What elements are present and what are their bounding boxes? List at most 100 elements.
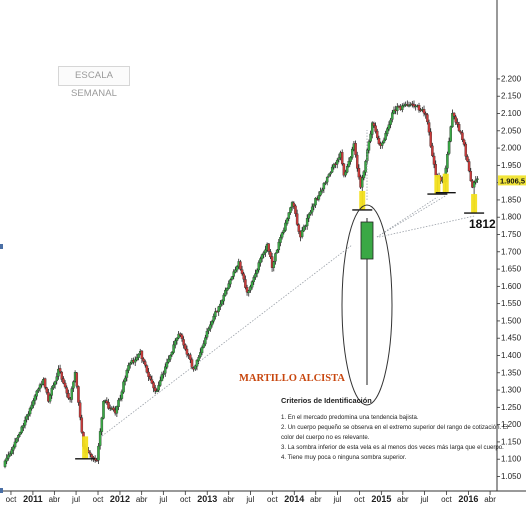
candle-body: [180, 334, 184, 339]
candle-body: [396, 106, 399, 111]
hammer-callout-ellipse: [341, 204, 393, 406]
x-tick-label: oct: [267, 495, 278, 504]
candle-body: [220, 300, 224, 305]
candle-body: [60, 371, 64, 380]
candle-body: [362, 171, 366, 179]
candle-body: [282, 229, 286, 233]
candle-body: [275, 249, 279, 254]
candle-body: [280, 232, 284, 238]
candle-body: [252, 277, 255, 283]
candle-body: [424, 113, 427, 115]
criteria-item: 1. En el mercado predomina una tendencia…: [281, 414, 419, 421]
candle-body: [319, 191, 322, 196]
candle-body: [143, 361, 147, 366]
candle-body: [422, 109, 426, 114]
candle-body: [285, 218, 289, 224]
y-tick-label: 1.500: [501, 316, 522, 325]
candle-body: [125, 370, 129, 378]
candle-body: [335, 160, 339, 165]
y-tick-label: 1.250: [501, 403, 522, 412]
candle-body: [100, 417, 104, 432]
candle-body: [179, 333, 182, 336]
candle-body: [18, 432, 22, 435]
candle-body: [122, 381, 125, 393]
candle-body: [23, 419, 27, 426]
candle-body: [452, 112, 456, 117]
x-tick-label: jul: [419, 495, 428, 504]
candle-body: [371, 122, 374, 135]
candle-body: [189, 354, 192, 360]
candle-body: [254, 273, 257, 278]
candle-body: [312, 204, 316, 207]
candle-body: [43, 378, 47, 388]
candle-body: [264, 249, 267, 254]
x-tick-label: oct: [441, 495, 452, 504]
candle-body: [317, 195, 321, 200]
candle-body: [387, 124, 391, 130]
candle-body: [469, 171, 473, 182]
candle-body: [107, 402, 110, 409]
candle-body: [62, 378, 65, 384]
criteria-box: Criterios de Identificación 1. En el mer…: [281, 396, 517, 463]
candle-body: [224, 289, 227, 296]
x-tick-label: 2015: [371, 494, 391, 504]
candle-body: [117, 399, 120, 408]
candle-body: [123, 377, 127, 382]
candle-body: [7, 454, 10, 459]
candle-body: [230, 276, 234, 280]
x-tick-label: 2013: [197, 494, 217, 504]
y-tick-label: 2.100: [501, 109, 522, 118]
candle-body: [78, 402, 82, 418]
hammer-highlight: [434, 175, 441, 195]
hammer-highlight: [359, 190, 366, 210]
candle-body: [401, 105, 404, 110]
candle-body: [269, 251, 272, 258]
candle-body: [152, 382, 155, 389]
criteria-heading: Criterios de Identificación: [281, 396, 372, 405]
candle-body: [190, 359, 194, 368]
candle-body: [259, 258, 262, 264]
candle-body: [240, 269, 244, 274]
candle-body: [175, 337, 179, 341]
candle-body: [48, 395, 52, 402]
candle-body: [324, 182, 327, 184]
candle-body: [340, 152, 344, 165]
candle-body: [153, 387, 157, 392]
x-tick-label: 2016: [458, 494, 478, 504]
candle-body: [295, 213, 299, 225]
x-tick-label: oct: [93, 495, 104, 504]
x-tick-label: abr: [49, 495, 61, 504]
candle-body: [33, 395, 37, 401]
candle-body: [466, 156, 469, 162]
last-price-tag: [498, 175, 526, 186]
y-tick-label: 1.050: [501, 472, 522, 481]
callout-connector: [101, 244, 353, 437]
left-edge-marker: [0, 244, 3, 249]
candle-body: [347, 161, 351, 167]
candle-body: [22, 425, 25, 428]
candle-body: [454, 116, 457, 123]
x-tick-label: jul: [158, 495, 167, 504]
candle-body: [272, 261, 276, 268]
candle-body: [464, 143, 468, 157]
candle-body: [309, 211, 312, 215]
candle-body: [127, 365, 130, 371]
candle-body: [310, 206, 314, 213]
candle-body: [329, 172, 332, 175]
y-tick-label: 2.050: [501, 126, 522, 135]
candle-body: [25, 415, 28, 420]
y-tick-label: 2.200: [501, 74, 522, 83]
candle-body: [327, 174, 331, 177]
y-tick-label: 1.550: [501, 299, 522, 308]
candle-body: [239, 261, 242, 270]
criteria-item: 3. La sombra inferior de esta vela es al…: [281, 444, 504, 452]
x-tick-label: oct: [6, 495, 17, 504]
x-tick-label: abr: [310, 495, 322, 504]
candle-body: [372, 123, 376, 126]
candle-body: [461, 132, 464, 141]
candle-body: [364, 161, 367, 173]
candle-body: [212, 316, 215, 322]
candle-body: [95, 459, 99, 462]
criteria-item: 4. Tiene muy poca o ninguna sombra super…: [281, 454, 407, 462]
